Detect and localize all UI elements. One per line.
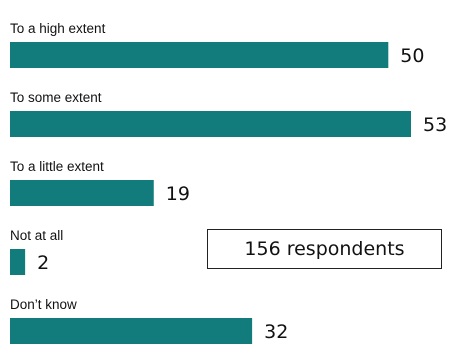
value-label-don-t-know: 32 [264, 321, 288, 343]
bar-to-a-high-extent [10, 42, 389, 68]
value-label-to-some-extent: 53 [423, 114, 447, 136]
bar-not-at-all [10, 249, 26, 275]
respondents-annotation-text: 156 respondents [244, 238, 405, 260]
respondents-annotation: 156 respondents [207, 229, 442, 269]
category-label-don-t-know: Don’t know [10, 297, 77, 312]
category-label-not-at-all: Not at all [10, 228, 63, 243]
category-label-to-a-little-extent: To a little extent [10, 159, 104, 174]
bar-to-some-extent [10, 111, 411, 137]
bar-to-a-little-extent [10, 180, 154, 206]
value-label-to-a-high-extent: 50 [400, 45, 424, 67]
category-label-to-some-extent: To some extent [10, 90, 102, 105]
value-label-not-at-all: 2 [37, 252, 49, 274]
category-label-to-a-high-extent: To a high extent [10, 21, 106, 36]
value-label-to-a-little-extent: 19 [166, 183, 190, 205]
bar-don-t-know [10, 318, 253, 344]
